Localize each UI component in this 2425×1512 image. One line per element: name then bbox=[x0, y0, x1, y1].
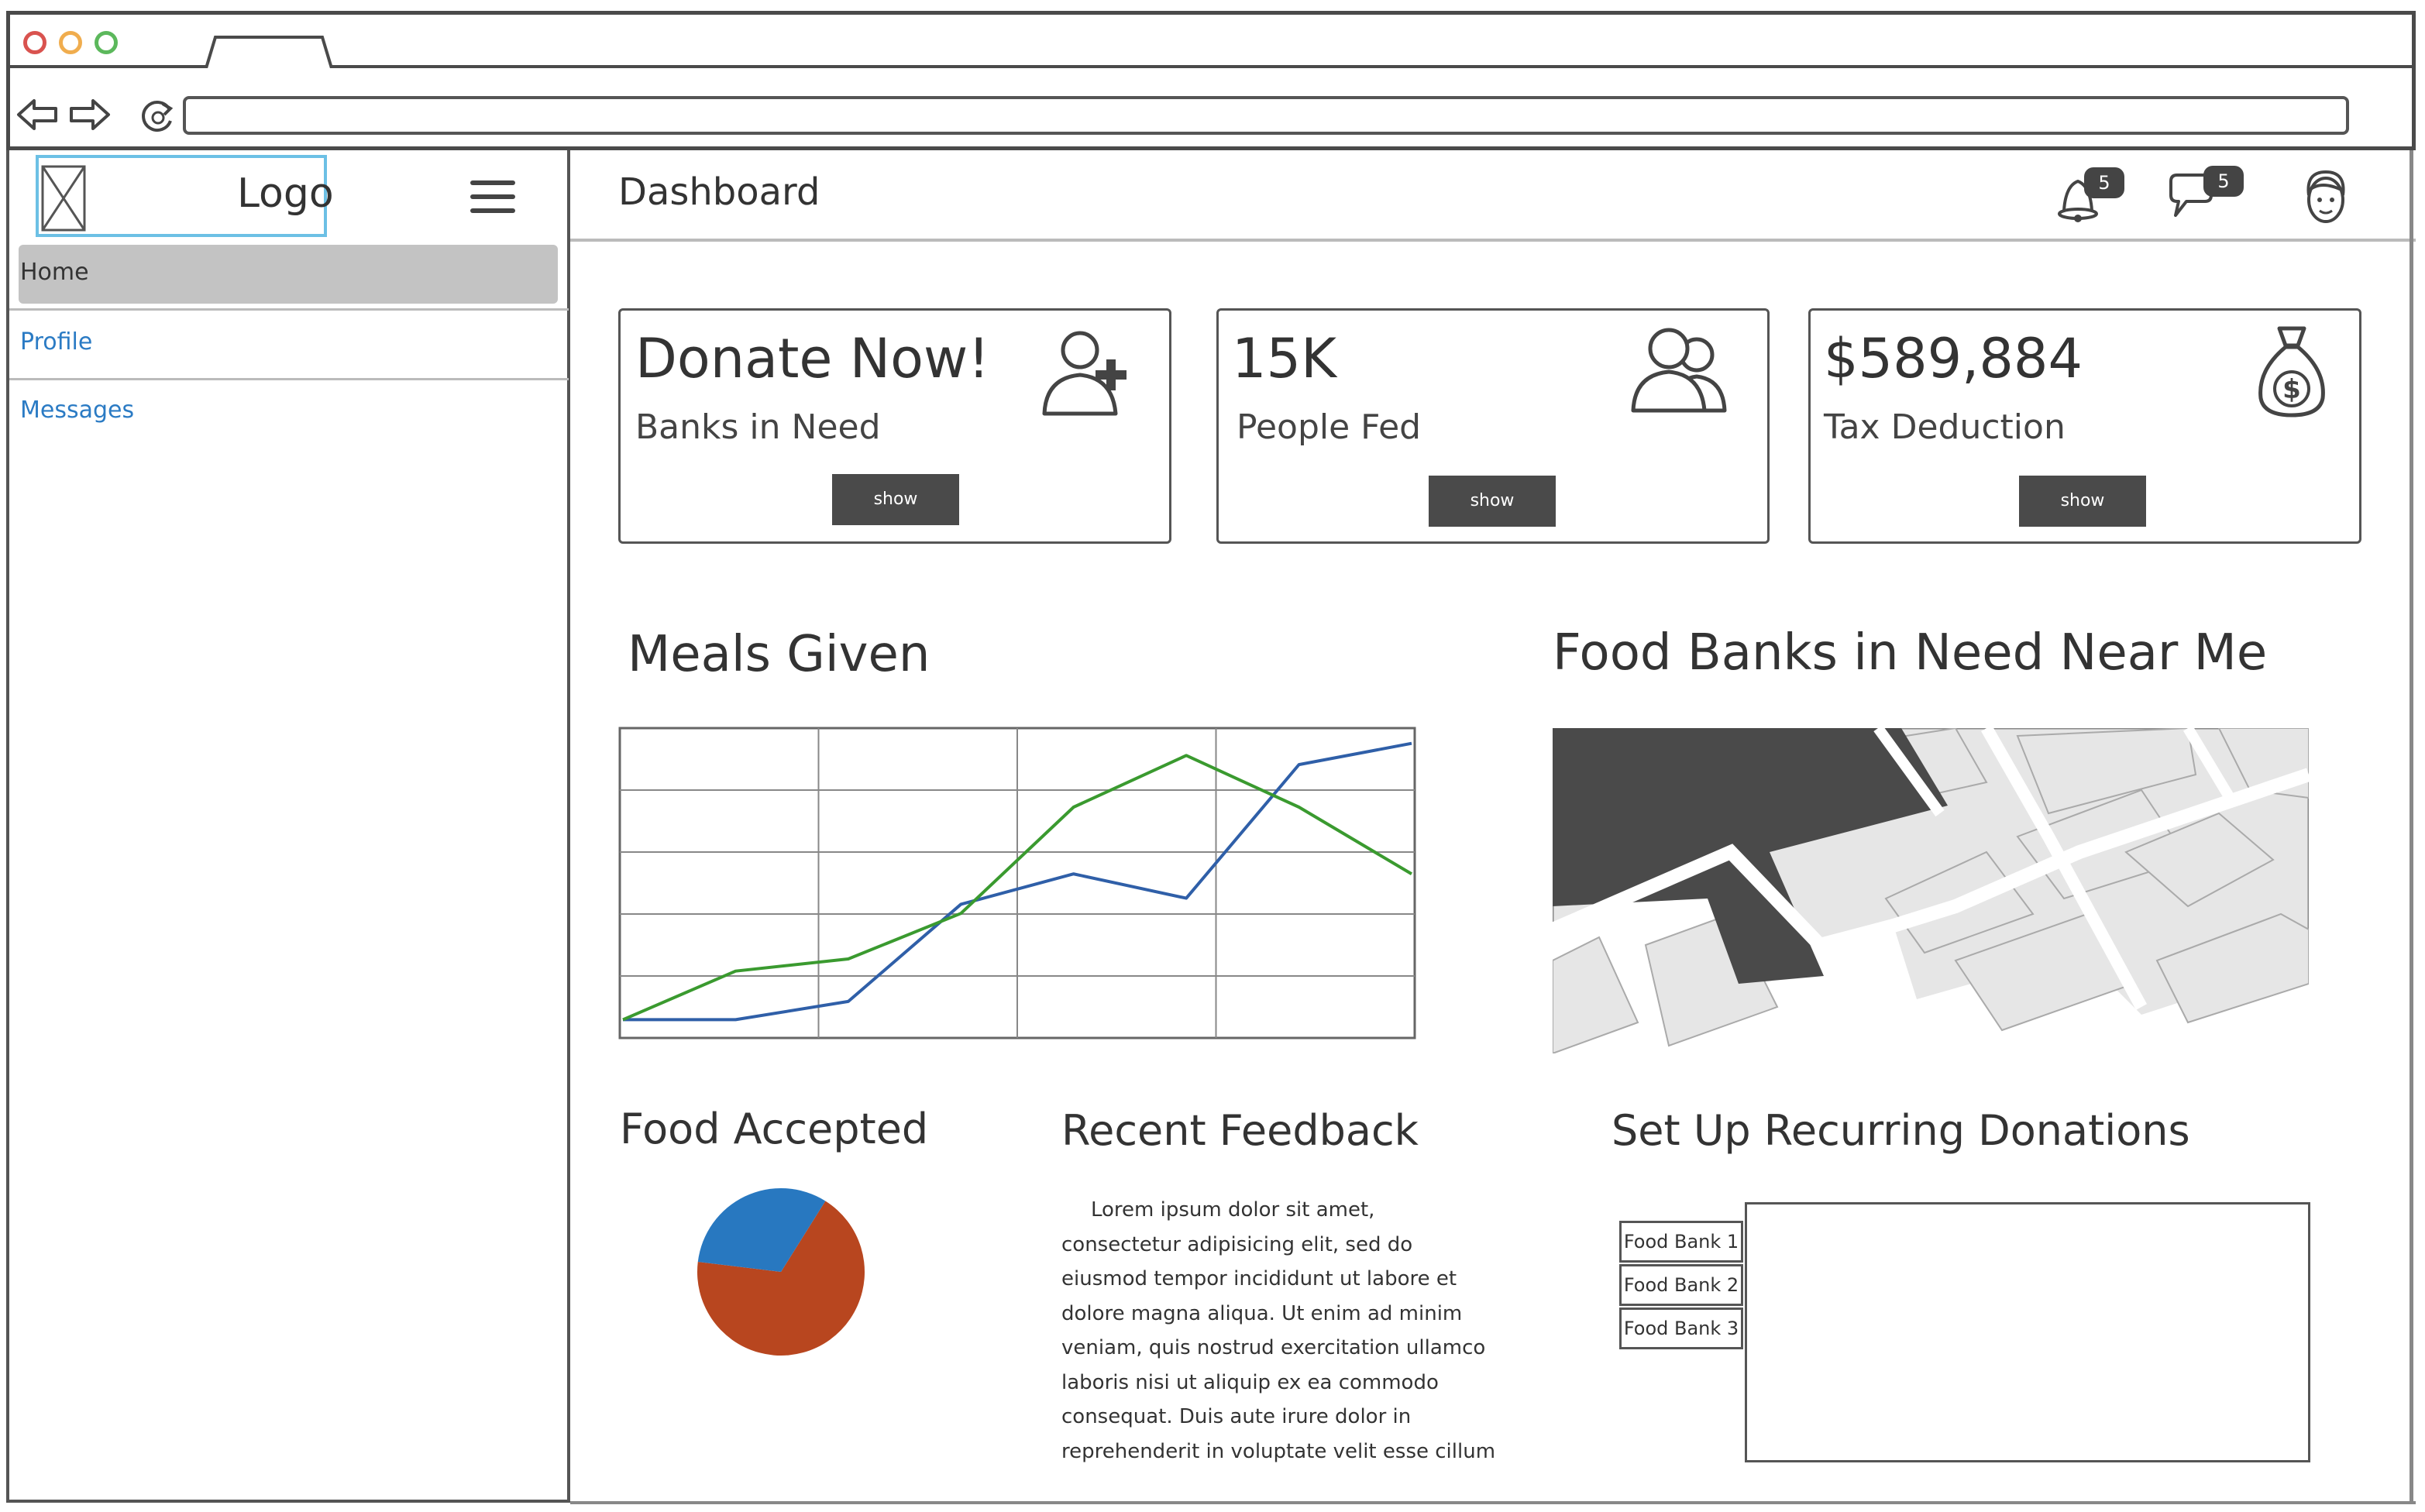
browser-tab-bar-divider bbox=[6, 65, 2416, 68]
recurring-title: Set Up Recurring Donations bbox=[1612, 1106, 2190, 1155]
recurring-donation-panel[interactable] bbox=[1745, 1202, 2310, 1462]
hamburger-menu-icon[interactable] bbox=[470, 178, 516, 215]
back-arrow-icon[interactable] bbox=[15, 98, 59, 132]
user-avatar-icon[interactable] bbox=[2298, 167, 2354, 226]
food-banks-map[interactable] bbox=[1553, 728, 2309, 1053]
refresh-icon[interactable] bbox=[139, 98, 177, 135]
address-bar[interactable] bbox=[183, 96, 2349, 135]
window-right-border bbox=[2410, 150, 2413, 1503]
donate-card-title: Donate Now! bbox=[635, 327, 990, 390]
food-bank-option[interactable]: Food Bank 1 bbox=[1619, 1221, 1743, 1263]
donate-show-button[interactable]: show bbox=[832, 474, 959, 525]
food-bank-option[interactable]: Food Bank 2 bbox=[1619, 1264, 1743, 1306]
window-maximize-dot[interactable] bbox=[95, 31, 118, 54]
forward-arrow-icon[interactable] bbox=[68, 98, 112, 132]
window-minimize-dot[interactable] bbox=[59, 31, 82, 54]
users-icon bbox=[1631, 328, 1727, 413]
header-divider bbox=[570, 239, 2416, 242]
chart-series-line-2 bbox=[622, 754, 1413, 1022]
window-close-dot[interactable] bbox=[23, 31, 46, 54]
sidebar bbox=[6, 150, 570, 1503]
svg-text:$: $ bbox=[2282, 374, 2301, 405]
people-fed-value: 15K bbox=[1232, 327, 1336, 390]
page-title: Dashboard bbox=[618, 170, 820, 214]
donate-card-label: Banks in Need bbox=[635, 407, 881, 447]
logo-image-placeholder-icon bbox=[41, 165, 86, 232]
bell-icon[interactable] bbox=[2056, 170, 2100, 225]
food-bank-option[interactable]: Food Bank 3 bbox=[1619, 1308, 1743, 1349]
sidebar-item-home[interactable] bbox=[19, 245, 558, 304]
browser-tab[interactable] bbox=[205, 36, 333, 68]
people-fed-label: People Fed bbox=[1237, 407, 1422, 447]
logo-container[interactable] bbox=[36, 155, 327, 237]
notifications-badge: 5 bbox=[2084, 167, 2124, 198]
meals-line-chart bbox=[618, 727, 1416, 1040]
meals-chart-title: Meals Given bbox=[628, 626, 930, 683]
sidebar-divider bbox=[9, 378, 569, 380]
window-bottom-border bbox=[570, 1501, 2416, 1504]
sidebar-divider bbox=[9, 308, 569, 311]
tax-deduction-value: $589,884 bbox=[1824, 327, 2083, 390]
tax-deduction-label: Tax Deduction bbox=[1824, 407, 2066, 447]
people-fed-show-button[interactable]: show bbox=[1429, 476, 1556, 527]
sidebar-item-label: Home bbox=[20, 259, 89, 286]
money-bag-icon: $ bbox=[2258, 326, 2325, 418]
messages-badge: 5 bbox=[2203, 166, 2244, 197]
pie-slice-2 bbox=[697, 1188, 826, 1272]
food-accepted-pie-chart bbox=[697, 1188, 865, 1356]
chart-series-line-1 bbox=[623, 741, 1412, 1022]
feedback-text: Lorem ipsum dolor sit amet, consectetur … bbox=[1061, 1198, 1496, 1463]
food-accepted-title: Food Accepted bbox=[620, 1105, 929, 1153]
map-title: Food Banks in Need Near Me bbox=[1553, 624, 2268, 682]
add-user-icon bbox=[1042, 331, 1127, 416]
tax-deduction-show-button[interactable]: show bbox=[2019, 476, 2146, 527]
sidebar-item-messages[interactable]: Messages bbox=[20, 397, 135, 424]
pie-slice-1 bbox=[697, 1201, 865, 1356]
sidebar-item-profile[interactable]: Profile bbox=[20, 328, 93, 356]
logo-text: Logo bbox=[237, 170, 334, 217]
feedback-title: Recent Feedback bbox=[1061, 1106, 1419, 1155]
